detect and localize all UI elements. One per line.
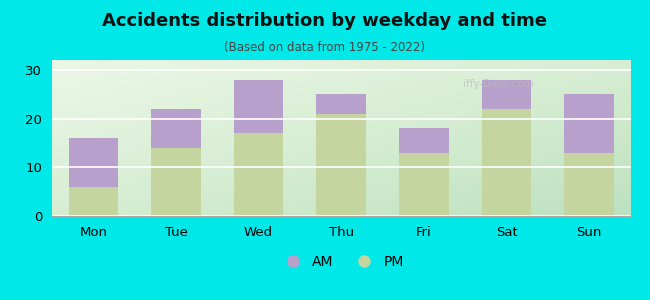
Bar <box>399 128 448 153</box>
Bar <box>482 109 531 216</box>
Bar <box>317 94 366 114</box>
Bar <box>151 109 201 148</box>
Bar <box>399 153 448 216</box>
Bar <box>317 114 366 216</box>
Bar <box>564 153 614 216</box>
Text: iffy-Data.com: iffy-Data.com <box>463 79 534 89</box>
Text: Accidents distribution by weekday and time: Accidents distribution by weekday and ti… <box>103 12 547 30</box>
Bar <box>151 148 201 216</box>
Legend: AM, PM: AM, PM <box>273 250 410 274</box>
Bar <box>234 133 283 216</box>
Bar <box>234 80 283 133</box>
Text: (Based on data from 1975 - 2022): (Based on data from 1975 - 2022) <box>224 40 426 53</box>
Bar <box>482 80 531 109</box>
Bar <box>564 94 614 153</box>
Bar <box>68 138 118 187</box>
Bar <box>68 187 118 216</box>
